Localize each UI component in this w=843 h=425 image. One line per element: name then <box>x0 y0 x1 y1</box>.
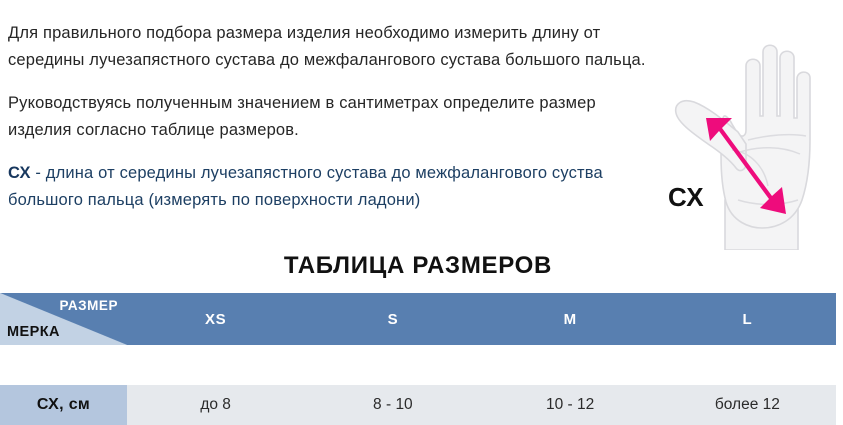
hand-palm-icon <box>674 44 811 250</box>
column-header-m: M <box>481 293 659 345</box>
cx-illustration-label: СХ <box>668 182 705 212</box>
table-spacer-row <box>0 345 836 385</box>
table-body: СХ, см до 8 8 - 10 10 - 12 более 12 <box>0 345 836 425</box>
size-table: РАЗМЕР МЕРКА XS S M L СХ, см до 8 8 - 10… <box>0 293 836 425</box>
table-row: СХ, см до 8 8 - 10 10 - 12 более 12 <box>0 385 836 425</box>
page-title: ТАБЛИЦА РАЗМЕРОВ <box>283 252 553 279</box>
table-head: РАЗМЕР МЕРКА XS S M L <box>0 293 836 345</box>
instruction-paragraph-2: Руководствуясь полученным значением в са… <box>8 94 596 139</box>
measurement-arrow-icon <box>706 118 786 214</box>
instruction-paragraph-3: СХ - длина от середины лучезапястного су… <box>8 160 648 214</box>
table-header-row: РАЗМЕР МЕРКА XS S M L <box>0 293 836 345</box>
table-spacer <box>0 345 836 385</box>
column-header-xs: XS <box>127 293 305 345</box>
cell-xs: до 8 <box>127 385 305 425</box>
cell-l: более 12 <box>658 385 836 425</box>
instructions-block: Для правильного подбора размера изделия … <box>8 20 648 214</box>
cx-definition-text: - длина от середины лучезапястного суста… <box>8 164 603 209</box>
cell-s: 8 - 10 <box>304 385 482 425</box>
corner-label-measure: МЕРКА <box>7 324 60 340</box>
instruction-paragraph-1: Для правильного подбора размера изделия … <box>8 24 646 69</box>
row-header-cx: СХ, см <box>0 385 127 425</box>
corner-header-cell: РАЗМЕР МЕРКА <box>0 293 127 345</box>
cx-abbreviation: СХ <box>8 164 31 182</box>
corner-diagonal-split <box>0 293 127 345</box>
column-header-l: L <box>658 293 836 345</box>
column-header-s: S <box>304 293 482 345</box>
hand-measurement-figure: СХ <box>650 0 843 250</box>
cell-m: 10 - 12 <box>481 385 659 425</box>
corner-label-size: РАЗМЕР <box>59 298 118 313</box>
